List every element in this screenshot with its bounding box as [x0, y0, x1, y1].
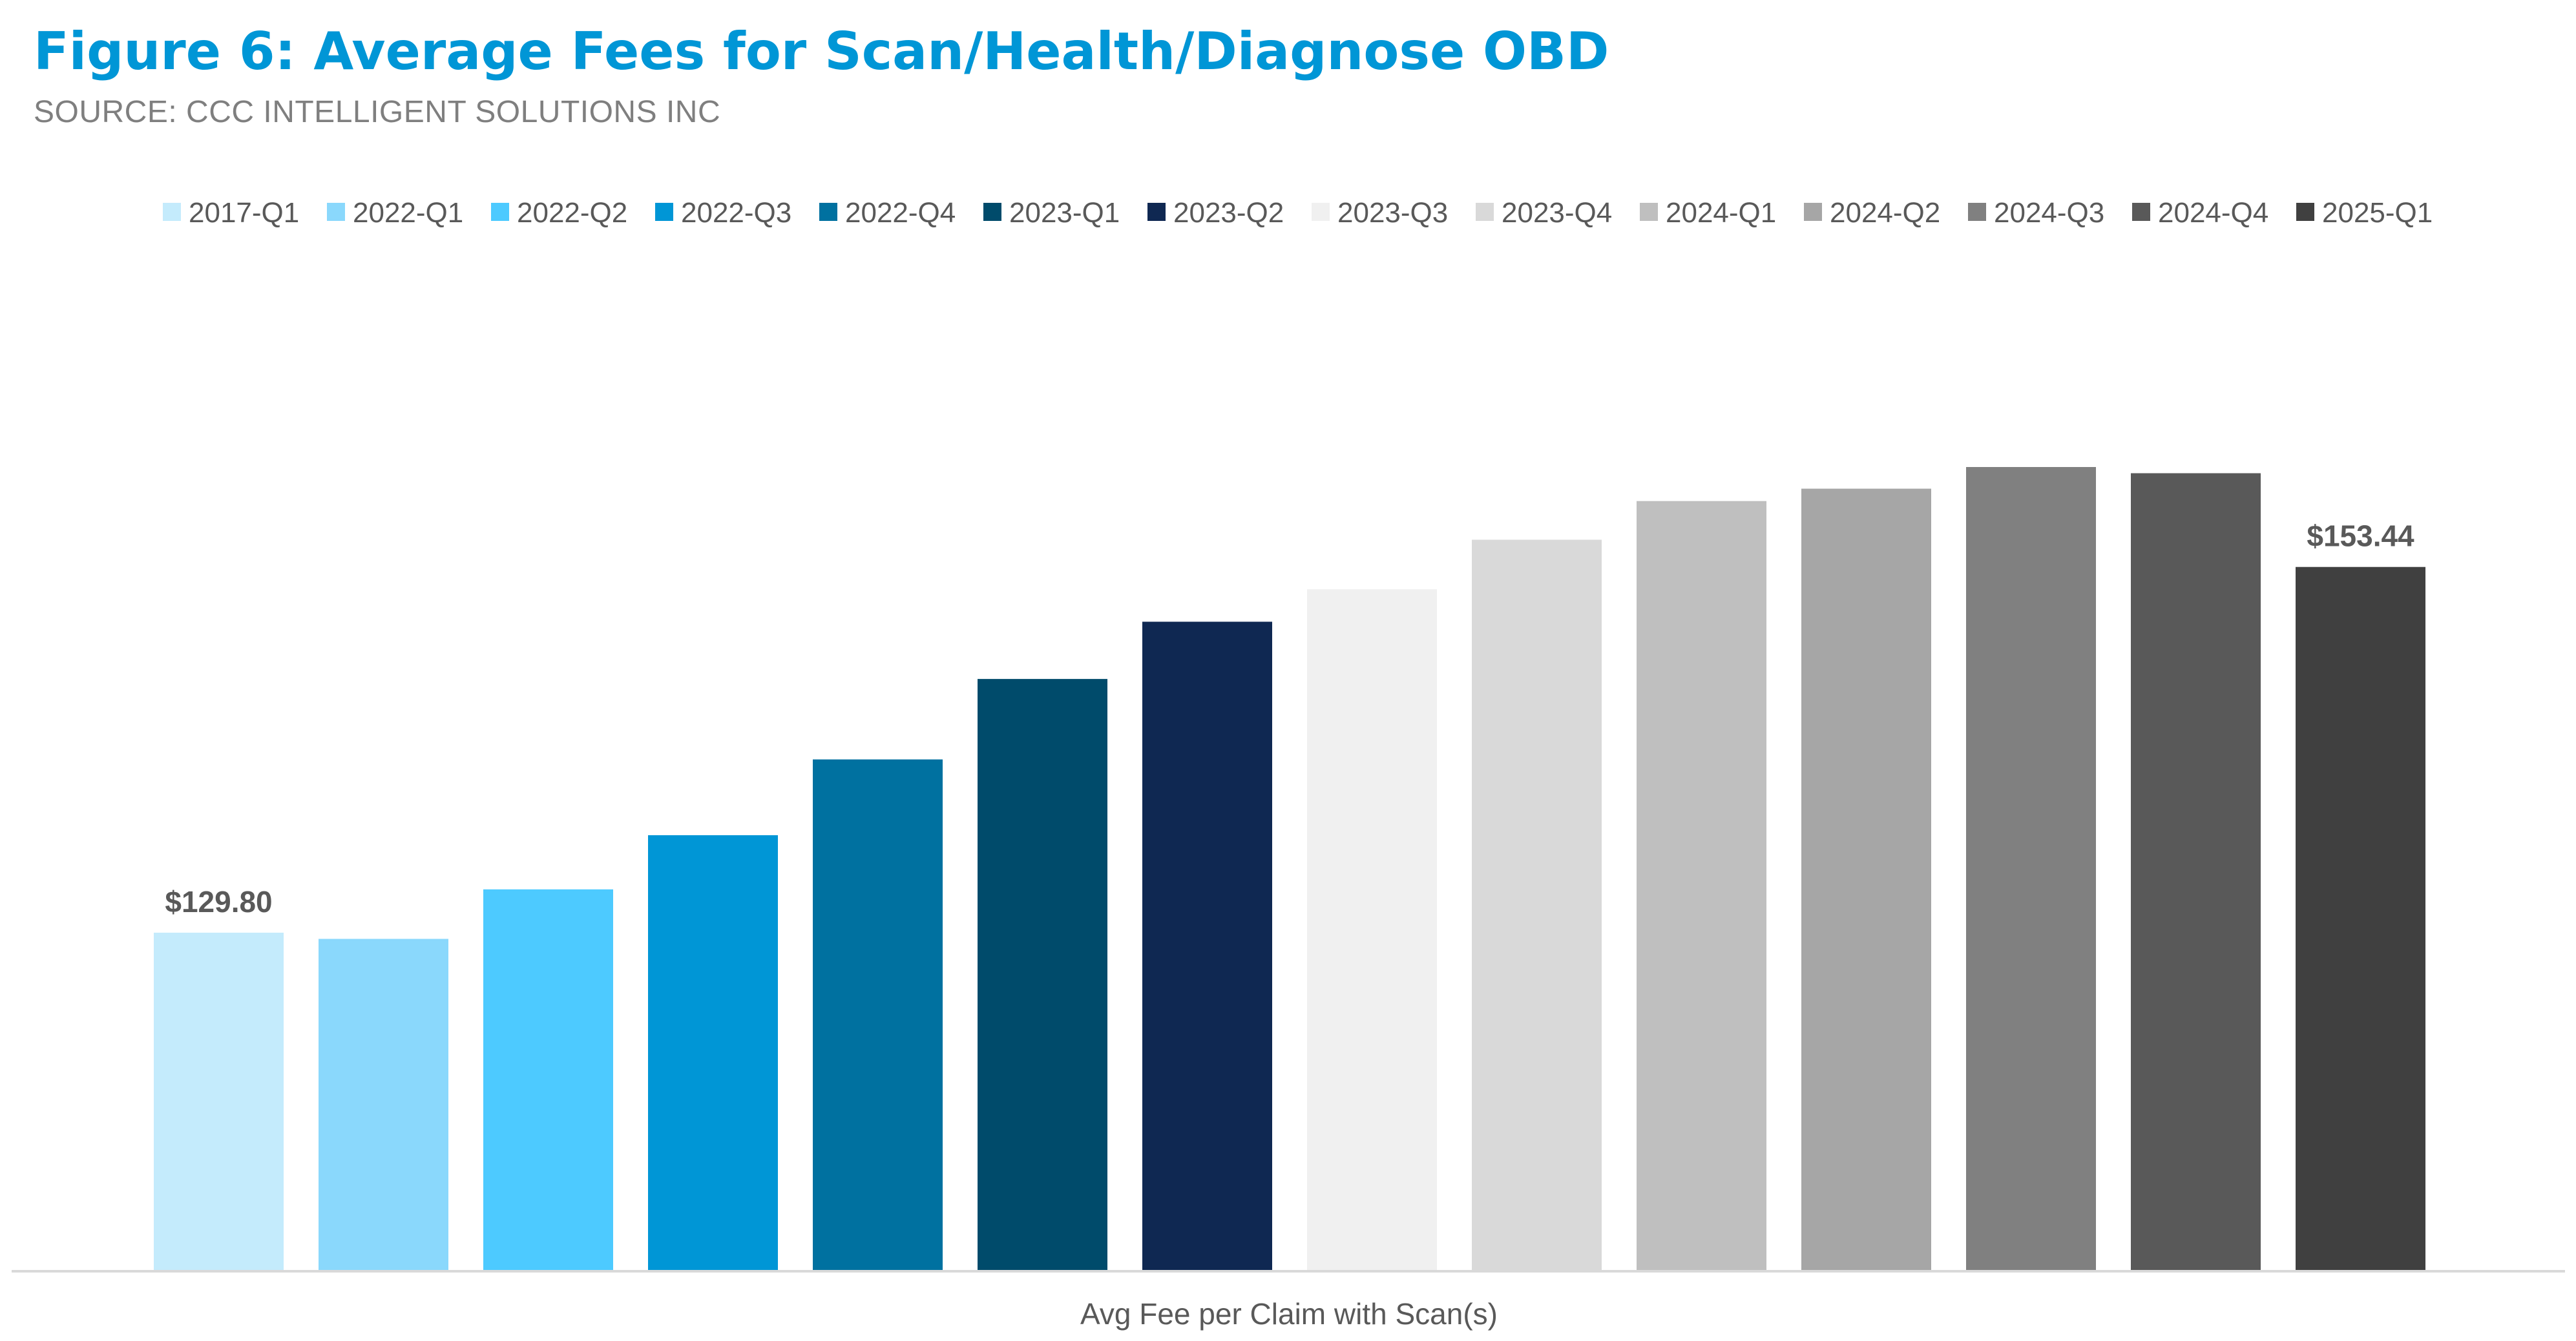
legend-item-2023-q1: 2023-Q1	[983, 197, 1120, 229]
data-label-2025-q1: $153.44	[2307, 519, 2414, 553]
legend-label-2022-q2: 2022-Q2	[517, 197, 627, 229]
bar-2024-q4	[2131, 473, 2261, 1271]
legend-label-2023-q2: 2023-Q2	[1173, 197, 1284, 229]
legend-swatch-2022-q2	[491, 203, 509, 221]
chart-legend: 2017-Q1 2022-Q1 2022-Q2 2022-Q3 2022-Q4 2023-…	[163, 197, 2433, 229]
x-axis-label: Avg Fee per Claim with Scan(s)	[1080, 1297, 1498, 1331]
bar-2024-q1	[1637, 501, 1766, 1270]
legend-swatch-2023-q4	[1476, 203, 1494, 221]
legend-item-2025-q1: 2025-Q1	[2296, 197, 2433, 229]
legend-item-2024-q1: 2024-Q1	[1640, 197, 1776, 229]
bar-2023-q4	[1472, 539, 1602, 1270]
legend-item-2024-q2: 2024-Q2	[1804, 197, 1940, 229]
legend-label-2022-q3: 2022-Q3	[681, 197, 791, 229]
legend-label-2024-q2: 2024-Q2	[1830, 197, 1940, 229]
bar-2023-q2	[1142, 621, 1272, 1270]
legend-swatch-2022-q1	[327, 203, 345, 221]
chart-bars	[154, 466, 2425, 1271]
legend-item-2017-q1: 2017-Q1	[163, 197, 299, 229]
legend-label-2024-q3: 2024-Q3	[1994, 197, 2104, 229]
legend-label-2022-q1: 2022-Q1	[353, 197, 463, 229]
legend-label-2023-q4: 2023-Q4	[1502, 197, 1612, 229]
legend-item-2023-q4: 2023-Q4	[1476, 197, 1612, 229]
legend-label-2024-q4: 2024-Q4	[2158, 197, 2268, 229]
legend-item-2022-q4: 2022-Q4	[819, 197, 956, 229]
bar-2022-q3	[648, 835, 778, 1270]
bar-2023-q1	[978, 679, 1107, 1270]
legend-swatch-2022-q4	[819, 203, 837, 221]
chart-source: SOURCE: CCC INTELLIGENT SOLUTIONS INC	[34, 95, 721, 129]
legend-swatch-2023-q2	[1147, 203, 1166, 221]
legend-swatch-2024-q1	[1640, 203, 1658, 221]
chart-title: Figure 6: Average Fees for Scan/Health/D…	[34, 21, 1609, 81]
legend-swatch-2023-q1	[983, 203, 1001, 221]
legend-label-2022-q4: 2022-Q4	[845, 197, 956, 229]
legend-label-2024-q1: 2024-Q1	[1666, 197, 1776, 229]
legend-label-2017-q1: 2017-Q1	[189, 197, 299, 229]
bar-2022-q2	[483, 889, 613, 1270]
data-label-2017-q1: $129.80	[165, 885, 272, 919]
legend-item-2024-q3: 2024-Q3	[1968, 197, 2104, 229]
legend-item-2023-q2: 2023-Q2	[1147, 197, 1284, 229]
legend-item-2022-q3: 2022-Q3	[655, 197, 791, 229]
legend-label-2023-q3: 2023-Q3	[1337, 197, 1448, 229]
bar-2017-q1	[154, 932, 284, 1270]
legend-swatch-2017-q1	[163, 203, 181, 221]
legend-swatch-2024-q3	[1968, 203, 1986, 221]
legend-item-2022-q2: 2022-Q2	[491, 197, 627, 229]
bar-2022-q1	[319, 939, 448, 1270]
legend-swatch-2022-q3	[655, 203, 673, 221]
bar-2022-q4	[813, 759, 943, 1270]
bar-2023-q3	[1307, 589, 1437, 1271]
bar-2024-q3	[1966, 466, 2096, 1270]
legend-swatch-2025-q1	[2296, 203, 2314, 221]
legend-swatch-2024-q2	[1804, 203, 1822, 221]
legend-swatch-2023-q3	[1312, 203, 1330, 221]
legend-item-2023-q3: 2023-Q3	[1312, 197, 1448, 229]
legend-item-2022-q1: 2022-Q1	[327, 197, 463, 229]
bar-2025-q1	[2296, 567, 2425, 1271]
bar-2024-q2	[1801, 488, 1931, 1270]
legend-label-2023-q1: 2023-Q1	[1009, 197, 1120, 229]
legend-item-2024-q4: 2024-Q4	[2132, 197, 2268, 229]
legend-label-2025-q1: 2025-Q1	[2322, 197, 2433, 229]
chart-data-labels: $129.80 $153.44	[165, 519, 2414, 919]
legend-swatch-2024-q4	[2132, 203, 2150, 221]
